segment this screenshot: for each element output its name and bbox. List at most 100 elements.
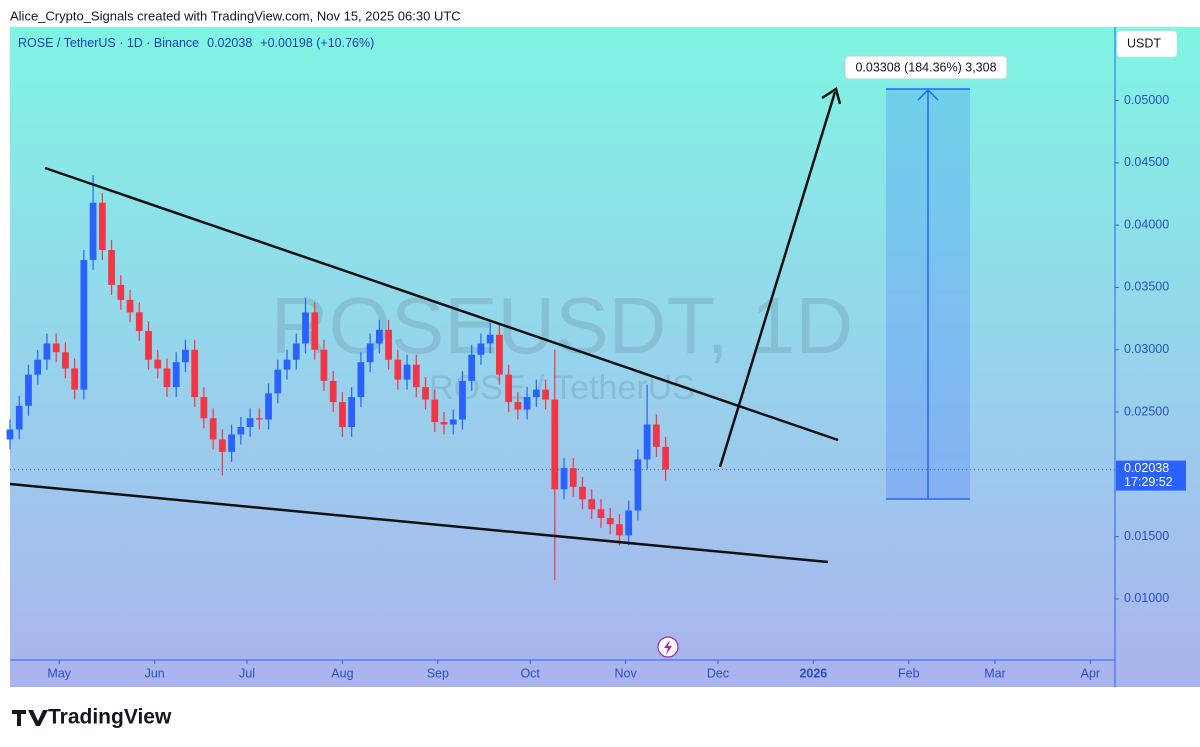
watermark-symbol: ROSEUSDT, 1D [271,281,853,370]
x-tick-label: 2026 [799,666,827,680]
candle-body [108,250,115,285]
y-tick-label: 0.04500 [1124,155,1169,169]
candle-body [643,424,651,460]
candle-body [523,397,531,410]
candle-body [634,459,642,511]
candle-body [412,364,420,388]
candle-body [89,202,97,261]
candle-body [569,468,577,487]
upper-trendline [44,166,839,442]
candle-body [52,343,60,353]
candle-body [80,260,88,390]
event-icon-bolt [664,640,672,655]
candle-body [255,418,263,420]
candle-body [339,402,346,427]
candle-body [375,329,383,344]
candle-body [292,343,300,360]
candle-body [25,374,32,406]
x-tick-label: Feb [898,666,920,680]
legend-last: 0.02038 [207,36,252,50]
candle-body [237,426,245,435]
candle-body [218,439,226,452]
target-arrow-head [917,88,939,101]
x-tick-label: Aug [331,666,353,680]
candle-body [662,446,669,470]
candle-body [191,349,199,398]
y-tick-label: 0.03500 [1124,280,1169,294]
candle-body [560,468,568,490]
candle-body [652,424,660,447]
legend: ROSE / TetherUS · 1D · Binance 0.02038 +0.… [18,36,374,50]
drawings: 0.03308 (184.36%) 3,308 [9,55,1008,658]
annotation: 0.03308 (184.36%) 3,308 [855,60,996,74]
y-tick-label: 0.02500 [1124,404,1169,418]
candle-body [6,429,14,440]
x-tick-label: Nov [614,666,637,680]
annotation-box [844,55,1008,80]
candle-body [597,509,605,518]
candles [6,175,669,581]
legend-change: +0.00198 (+10.76%) [260,36,374,50]
candle-body [579,486,586,500]
candle-body [329,380,337,403]
candle-body [228,434,236,452]
candle-body [200,397,208,419]
candle-body [366,343,374,363]
candle-body [385,329,392,360]
y-tick-label: 0.04000 [1124,217,1169,231]
candle-body [135,312,143,332]
y-tick-label: 0.01000 [1124,591,1169,605]
candle-body [468,354,476,381]
candle-body [394,359,402,380]
candle-body [283,359,291,370]
y-tick-label: 0.01500 [1124,529,1169,543]
x-tick-label: Oct [520,666,540,680]
y-axis-unit: USDT [1127,36,1161,50]
x-tick-label: Jul [239,666,255,680]
candle-body [496,334,503,375]
brand: TradingView [48,706,172,729]
candle-body [505,374,513,403]
candle-body [172,362,180,388]
candle-body [320,349,328,381]
candle-body [182,349,189,363]
x-tick-label: Sep [427,666,449,680]
candle-body [302,312,309,344]
brand-logo [12,710,48,726]
candle-body [62,352,69,369]
price-tag-countdown: 17:29:52 [1124,475,1173,489]
y-tick-label: 0.05000 [1124,93,1169,107]
candle-body [163,368,171,388]
candle-body [459,380,466,420]
candle-body [145,331,152,360]
unit-box [1117,31,1177,57]
candle-body [311,312,319,350]
candle-body [154,359,162,369]
candle-body [431,399,439,423]
candle-body [34,359,42,375]
x-tick-label: Mar [984,666,1006,680]
candle-body [486,334,494,344]
arrow-head [821,87,842,105]
candle-body [98,202,106,251]
candle-body [348,397,356,427]
projection-arrow [718,91,837,468]
x-tick-label: May [47,666,71,680]
lower-trendline [9,482,829,564]
candle-body [15,405,23,430]
candle-body [209,418,217,440]
price-tag [1116,460,1186,491]
candle-body [43,343,51,360]
legend-symbol: ROSE / TetherUS · 1D · Binance 0.02038 +0.… [18,36,374,50]
price-tag-value: 0.02038 [1124,461,1169,475]
candle-body [551,399,559,490]
candle-body [357,362,365,398]
candle-body [126,299,134,313]
candle-body [440,422,448,425]
chart-background [10,27,1200,687]
attribution: Alice_Crypto_Signals created with Tradin… [10,8,461,23]
candle-body [274,369,282,394]
candle-body [514,402,522,410]
footer: TradingView [12,706,172,729]
candle-body [606,517,614,525]
